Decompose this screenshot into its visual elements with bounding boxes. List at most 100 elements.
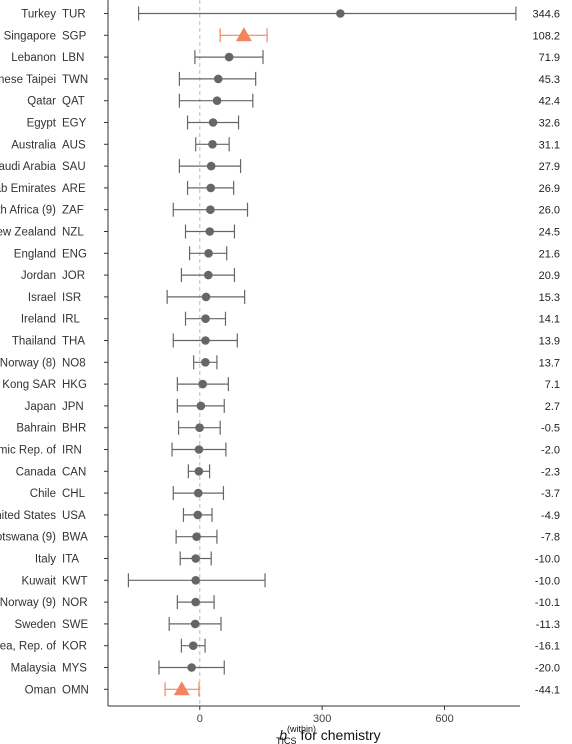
estimate-point: [201, 358, 210, 367]
country-label: Israel: [28, 292, 56, 304]
row-tha: Thailand THA 13.9: [12, 333, 560, 348]
country-label: Turkey: [21, 9, 56, 21]
estimate-point: [193, 510, 203, 520]
estimate-point: [201, 336, 210, 345]
row-qat: Qatar QAT 42.4: [27, 93, 560, 108]
row-jor: Jordan JOR 20.9: [21, 268, 560, 283]
country-label: Bahrain: [16, 423, 56, 435]
country-label: Oman: [25, 684, 56, 696]
value-label: 2.7: [545, 401, 560, 413]
country-label: England: [14, 248, 56, 260]
value-label: 26.0: [539, 205, 560, 217]
row-no8: Norway (8) NO8 13.7: [0, 355, 560, 370]
country-label: Norway (9): [0, 597, 56, 609]
country-code-label: KWT: [62, 575, 88, 587]
country-label: South Africa (9): [0, 205, 56, 217]
country-code-label: OMN: [62, 684, 89, 696]
country-code-label: CAN: [62, 466, 86, 478]
row-irl: Ireland IRL 14.1: [21, 311, 560, 326]
country-code-label: EGY: [62, 118, 87, 130]
country-label: New Zealand: [0, 227, 56, 239]
country-label: Lebanon: [11, 52, 56, 64]
estimate-point: [208, 140, 217, 149]
value-label: -2.0: [541, 445, 560, 457]
value-label: -0.5: [541, 423, 560, 435]
row-nzl: New Zealand NZL 24.5: [0, 224, 560, 239]
estimate-point: [194, 445, 204, 454]
value-label: 7.1: [545, 379, 560, 391]
row-chl: Chile CHL -3.7: [30, 486, 560, 501]
estimate-point: [208, 118, 218, 127]
country-label: Malaysia: [11, 663, 57, 675]
country-label: Hong Kong SAR: [0, 379, 56, 391]
x-tick-label: 300: [313, 713, 331, 725]
country-code-label: IRN: [62, 445, 82, 457]
country-code-label: SGP: [62, 30, 87, 42]
row-sgp: Singapore SGP 108.2: [4, 27, 560, 43]
row-omn: Oman OMN -44.1: [25, 681, 560, 697]
value-label: -10.1: [535, 597, 560, 609]
estimate-point: [204, 270, 213, 280]
value-label: 108.2: [532, 30, 560, 42]
row-usa: United States USA -4.9: [0, 507, 560, 522]
row-isr: Israel ISR 15.3: [28, 289, 560, 304]
value-label: 13.9: [539, 336, 560, 348]
x-ticks: 0 300 600: [197, 706, 454, 725]
country-code-label: USA: [62, 510, 86, 522]
country-label: Botswana (9): [0, 532, 56, 544]
value-label: -10.0: [535, 554, 560, 566]
value-label: 21.6: [539, 248, 560, 260]
estimate-point: [191, 576, 201, 585]
country-label: Kuwait: [21, 575, 56, 587]
row-nor: Norway (9) NOR -10.1: [0, 595, 560, 610]
value-label: 71.9: [539, 52, 560, 64]
country-label: Qatar: [27, 96, 56, 108]
row-kwt: Kuwait KWT -10.0: [21, 573, 560, 588]
estimate-point: [194, 467, 204, 476]
row-egy: Egypt EGY 32.6: [27, 115, 560, 130]
country-code-label: NO8: [62, 357, 86, 369]
country-label: Korea, Rep. of: [0, 641, 57, 653]
x-label-subscript: TICS: [276, 736, 297, 744]
row-mys: Malaysia MYS -20.0: [11, 660, 560, 675]
country-code-label: QAT: [62, 96, 85, 108]
axes: [107, 0, 520, 707]
estimate-point: [205, 227, 215, 236]
row-zaf: South Africa (9) ZAF 26.0: [0, 202, 560, 217]
country-label: Japan: [25, 401, 56, 413]
country-label: Jordan: [21, 270, 56, 282]
estimate-point: [187, 663, 196, 672]
country-label: Italy: [35, 554, 56, 566]
country-label: Ireland: [21, 314, 56, 326]
estimate-point: [190, 619, 200, 629]
country-label: Iran, Islamic Rep. of: [0, 445, 57, 457]
value-label: 24.5: [539, 227, 560, 239]
estimate-point: [336, 9, 345, 18]
country-label: Sweden: [14, 619, 56, 631]
row-hkg: Hong Kong SAR HKG 7.1: [0, 377, 560, 392]
row-eng: England ENG 21.6: [14, 246, 560, 261]
country-label: Singapore: [4, 30, 56, 42]
value-label: -44.1: [535, 684, 560, 696]
country-code-label: LBN: [62, 52, 84, 64]
country-code-label: AUS: [62, 139, 86, 151]
value-label: -11.3: [536, 619, 560, 631]
row-ita: Italy ITA -10.0: [35, 551, 560, 566]
estimate-point: [188, 641, 198, 650]
country-code-label: NZL: [62, 227, 84, 239]
estimate-point: [191, 554, 201, 563]
estimate-point: [192, 532, 201, 541]
estimate-point: [206, 161, 216, 171]
country-code-label: THA: [62, 336, 85, 348]
country-code-label: CHL: [62, 488, 86, 500]
country-label: United States: [0, 510, 56, 522]
value-label: -4.9: [541, 510, 560, 522]
value-label: 45.3: [539, 74, 560, 86]
value-label: -2.3: [541, 466, 560, 478]
country-code-label: ARE: [62, 183, 86, 195]
country-label: Australia: [11, 139, 56, 151]
country-code-label: ISR: [62, 292, 81, 304]
estimate-point: [213, 74, 223, 84]
value-label: 32.6: [539, 118, 560, 130]
estimate-point: [206, 183, 216, 193]
